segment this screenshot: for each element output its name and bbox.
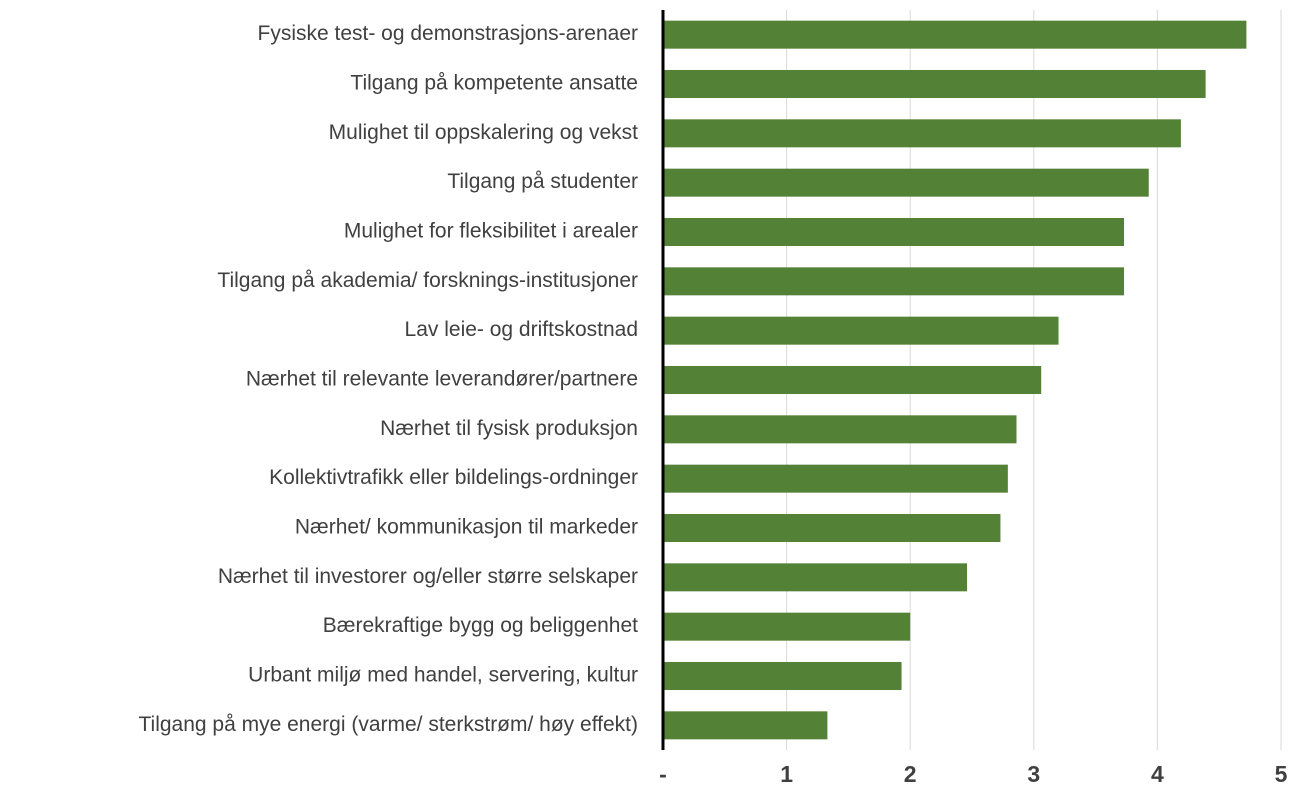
bar [663, 267, 1125, 296]
bar [663, 711, 828, 740]
x-tick-label: 5 [1275, 761, 1288, 787]
y-tick-label: Nærhet til relevante leverandører/partne… [246, 368, 638, 391]
y-tick-label: Mulighet for fleksibilitet i arealer [344, 220, 638, 243]
bar [663, 119, 1181, 148]
bar [663, 168, 1149, 197]
x-tick-label: 4 [1151, 761, 1164, 787]
bar [663, 563, 968, 592]
bar [663, 20, 1247, 49]
y-tick-label: Tilgang på kompetente ansatte [350, 72, 638, 95]
bar [663, 612, 911, 641]
y-tick-label: Mulighet til oppskalering og vekst [329, 121, 638, 144]
bar [663, 218, 1125, 246]
bar [663, 316, 1059, 345]
bar [663, 514, 1001, 542]
y-tick-label: Tilgang på studenter [447, 170, 638, 193]
y-tick-label: Tilgang på akademia/ forsknings-institus… [217, 269, 638, 292]
bar [663, 366, 1042, 394]
x-tick-label: 2 [904, 761, 917, 787]
bar [663, 70, 1206, 98]
y-tick-label: Nærhet til fysisk produksjon [380, 417, 638, 440]
y-tick-label: Lav leie- og driftskostnad [405, 318, 638, 341]
y-tick-label: Bærekraftige bygg og beliggenhet [323, 614, 638, 637]
x-tick-label: - [659, 761, 667, 787]
y-tick-label: Urbant miljø med handel, servering, kult… [248, 664, 638, 687]
x-tick-label: 3 [1027, 761, 1040, 787]
y-tick-label: Nærhet/ kommunikasjon til markeder [295, 516, 638, 539]
y-tick-label: Tilgang på mye energi (varme/ sterkstrøm… [139, 713, 639, 736]
bar [663, 415, 1017, 444]
bar [663, 464, 1008, 493]
y-tick-label: Fysiske test- og demonstrasjons-arenaer [258, 22, 639, 45]
y-tick-label: Nærhet til investorer og/eller større se… [218, 565, 638, 588]
y-tick-label: Kollektivtrafikk eller bildelings-ordnin… [269, 466, 638, 489]
bar [663, 662, 902, 690]
x-tick-label: 1 [780, 761, 793, 787]
